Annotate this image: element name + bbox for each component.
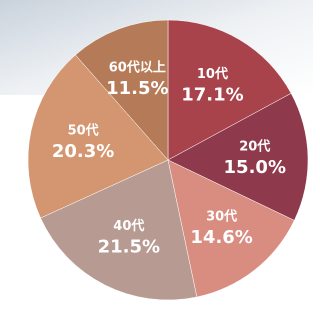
- slice-value: 11.5%: [106, 78, 168, 99]
- slice-value: 20.3%: [52, 141, 114, 162]
- slice-value: 15.0%: [224, 157, 286, 178]
- slice-category: 10代: [197, 66, 228, 82]
- slice-category: 40代: [113, 218, 144, 234]
- slice-category: 50代: [68, 122, 99, 138]
- slice-category: 60代以上: [109, 59, 166, 75]
- slice-value: 21.5%: [98, 236, 160, 257]
- slice-value: 14.6%: [190, 227, 252, 248]
- chart: 10代 17.1% 20代 15.0% 30代 14.6% 40代 21.5% 50代 20.3%…: [0, 0, 313, 307]
- page: {"chart_data": {"type": "pie", "categori…: [0, 0, 313, 307]
- slice-category: 30代: [206, 209, 237, 225]
- slice-value: 17.1%: [181, 84, 243, 105]
- slice-category: 20代: [239, 138, 270, 154]
